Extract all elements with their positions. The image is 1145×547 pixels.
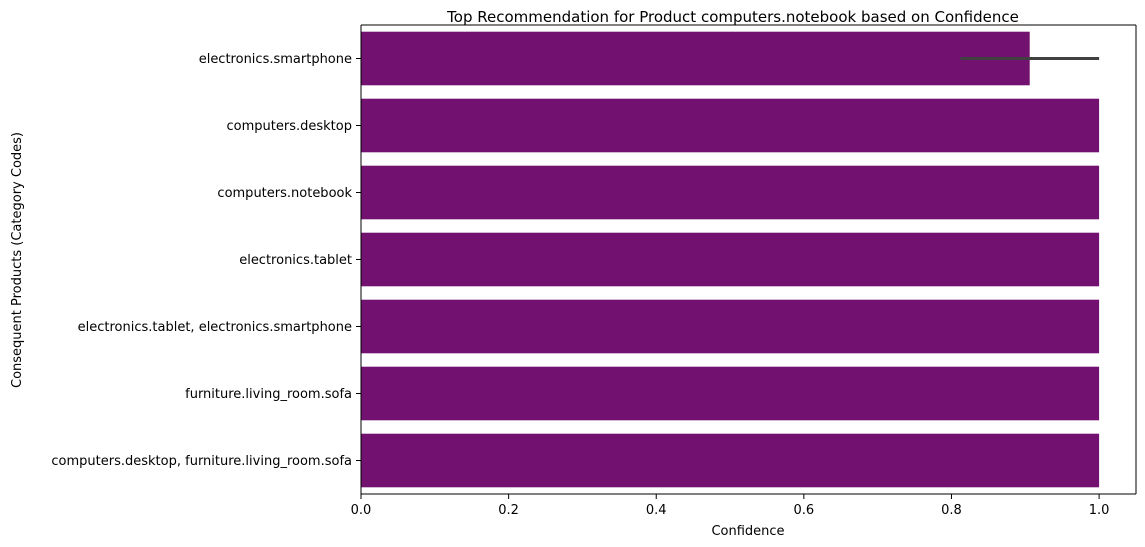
x-tick-label: 1.0 (1089, 503, 1110, 518)
x-axis-label: Confidence (711, 524, 784, 539)
x-tick-label: 0.6 (794, 503, 815, 518)
x-tick-label: 0.0 (351, 503, 372, 518)
y-tick-label: electronics.tablet, electronics.smartpho… (78, 320, 352, 335)
x-tick-label: 0.4 (646, 503, 667, 518)
y-tick-label: computers.notebook (217, 186, 352, 201)
y-tick-label: computers.desktop, furniture.living_room… (51, 454, 352, 469)
bar (361, 433, 1100, 488)
bar (361, 165, 1100, 220)
y-axis-ticks: electronics.smartphone computers.desktop c… (51, 52, 361, 469)
y-tick-label: electronics.tablet (239, 253, 352, 268)
chart-title: Top Recommendation for Product computers… (446, 8, 1019, 26)
bar (361, 98, 1100, 153)
x-tick-label: 0.8 (941, 503, 962, 518)
x-tick-label: 0.2 (498, 503, 519, 518)
bar (361, 299, 1100, 354)
bar (361, 232, 1100, 287)
bar (361, 366, 1100, 421)
x-axis-ticks: 0.0 0.2 0.4 0.6 0.8 1.0 (351, 494, 1110, 518)
y-axis-label: Consequent Products (Category Codes) (10, 132, 25, 388)
bars-group (361, 31, 1100, 488)
y-tick-label: electronics.smartphone (199, 52, 352, 67)
y-tick-label: furniture.living_room.sofa (185, 387, 352, 402)
bar (361, 31, 1030, 86)
y-tick-label: computers.desktop (227, 119, 352, 134)
